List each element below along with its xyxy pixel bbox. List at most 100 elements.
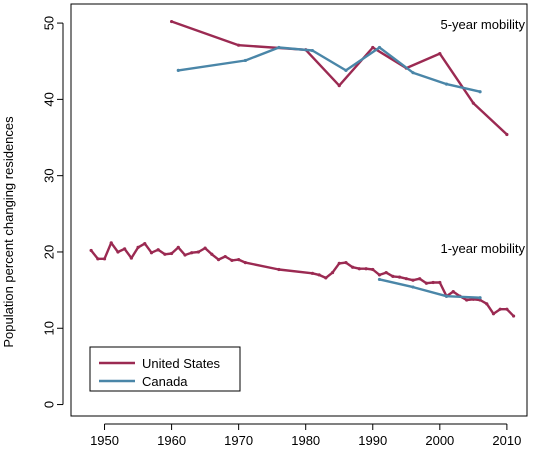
data-point-united-states-1-year — [357, 267, 361, 271]
data-point-canada-1-year — [444, 294, 449, 298]
x-tick-label: 1980 — [291, 433, 320, 448]
data-point-united-states-1-year — [371, 267, 375, 272]
y-tick-label: 10 — [42, 321, 57, 335]
data-point-united-states-1-year — [391, 274, 395, 278]
data-point-canada-5-year — [310, 48, 315, 53]
x-axis: 1950 1960 1970 1980 1990 2000 2010 — [90, 423, 521, 448]
x-tick-label: 1990 — [358, 433, 387, 448]
data-point-united-states-1-year — [317, 273, 321, 277]
data-point-united-states-1-year — [511, 314, 516, 318]
data-point-united-states-1-year — [451, 290, 455, 294]
data-point-united-states-1-year — [176, 245, 180, 249]
data-point-united-states-1-year — [116, 250, 120, 254]
data-point-united-states-1-year — [230, 258, 234, 262]
data-point-united-states-1-year — [149, 251, 154, 255]
data-point-united-states-1-year — [478, 298, 482, 302]
data-point-canada-5-year — [478, 90, 482, 94]
y-tick-label: 0 — [42, 401, 57, 408]
data-point-united-states-5-year — [471, 101, 475, 105]
x-tick-label: 1960 — [157, 433, 186, 448]
data-point-united-states-1-year — [431, 280, 435, 285]
data-point-united-states-1-year — [190, 251, 194, 255]
legend-label-united-states: United States — [142, 356, 221, 371]
data-point-united-states-1-year — [203, 246, 207, 250]
data-point-united-states-1-year — [411, 278, 415, 282]
data-point-united-states-1-year — [163, 252, 167, 256]
data-point-united-states-1-year — [143, 241, 147, 246]
series-line-canada-5-year — [177, 46, 482, 93]
data-point-canada-1-year — [411, 285, 415, 289]
data-point-united-states-1-year — [210, 252, 214, 256]
x-tick-label: 2000 — [425, 433, 454, 448]
data-point-united-states-1-year — [418, 277, 422, 281]
data-point-united-states-1-year — [243, 261, 247, 265]
x-tick-label: 1970 — [224, 433, 253, 448]
data-point-united-states-1-year — [136, 245, 140, 249]
data-point-united-states-1-year — [169, 251, 174, 256]
data-point-united-states-5-year — [169, 19, 174, 24]
data-point-united-states-1-year — [129, 256, 133, 260]
plot-border — [70, 3, 528, 417]
data-point-united-states-1-year — [344, 261, 348, 265]
data-point-united-states-1-year — [505, 307, 509, 311]
data-point-canada-5-year — [176, 68, 180, 72]
y-axis-label: Population percent changing residences — [1, 116, 16, 348]
data-point-united-states-1-year — [310, 271, 315, 275]
data-point-canada-5-year — [377, 45, 382, 50]
data-point-canada-1-year — [377, 277, 382, 282]
data-point-united-states-1-year — [196, 250, 201, 254]
data-point-united-states-1-year — [384, 270, 388, 275]
data-point-united-states-1-year — [216, 257, 221, 262]
data-point-united-states-1-year — [89, 248, 93, 253]
data-point-united-states-5-year — [438, 51, 442, 56]
data-point-united-states-1-year — [237, 257, 241, 262]
y-tick-label: 40 — [42, 92, 57, 106]
data-point-united-states-1-year — [102, 257, 107, 261]
y-tick-label: 50 — [42, 16, 57, 30]
data-point-united-states-5-year — [371, 45, 375, 50]
data-point-united-states-1-year — [377, 273, 382, 277]
annotation-5-year: 5-year mobility — [440, 17, 525, 32]
annotation-1-year: 1-year mobility — [440, 241, 525, 256]
data-point-united-states-1-year — [424, 281, 429, 285]
data-point-united-states-1-year — [183, 253, 187, 257]
data-point-united-states-1-year — [109, 241, 113, 245]
data-point-canada-5-year — [411, 71, 415, 75]
data-point-united-states-1-year — [156, 248, 160, 252]
data-point-united-states-1-year — [324, 276, 328, 280]
data-point-united-states-1-year — [330, 270, 335, 275]
y-tick-label: 30 — [42, 168, 57, 182]
series-line-canada-1-year — [378, 278, 482, 299]
data-point-canada-5-year — [243, 58, 247, 63]
data-point-canada-1-year — [478, 296, 482, 300]
data-point-canada-5-year — [277, 45, 281, 50]
x-tick-label: 1950 — [90, 433, 119, 448]
data-point-united-states-1-year — [404, 277, 408, 281]
x-tick-label: 2010 — [492, 433, 521, 448]
legend: United States Canada — [89, 346, 241, 392]
data-point-united-states-1-year — [465, 298, 469, 302]
data-point-united-states-1-year — [337, 261, 341, 266]
legend-label-canada: Canada — [142, 374, 188, 389]
data-point-united-states-1-year — [123, 247, 127, 251]
y-tick-label: 20 — [42, 245, 57, 259]
data-point-canada-5-year — [444, 82, 449, 86]
data-point-united-states-5-year — [337, 84, 341, 88]
legend-box — [89, 346, 241, 392]
series-layer — [89, 19, 516, 318]
data-point-united-states-1-year — [397, 275, 402, 279]
y-axis: 0 10 20 30 40 50 — [42, 16, 64, 408]
data-point-united-states-1-year — [364, 267, 368, 271]
plot-frame — [70, 3, 528, 417]
data-point-united-states-1-year — [96, 257, 100, 261]
data-point-united-states-1-year — [277, 267, 281, 272]
data-point-united-states-1-year — [498, 307, 502, 311]
data-point-united-states-5-year — [237, 43, 241, 47]
data-point-united-states-1-year — [351, 265, 355, 269]
data-point-united-states-1-year — [223, 254, 227, 259]
data-point-united-states-1-year — [438, 280, 442, 285]
data-point-united-states-5-year — [505, 132, 509, 137]
data-point-united-states-1-year — [485, 302, 489, 306]
data-point-canada-5-year — [344, 68, 348, 72]
